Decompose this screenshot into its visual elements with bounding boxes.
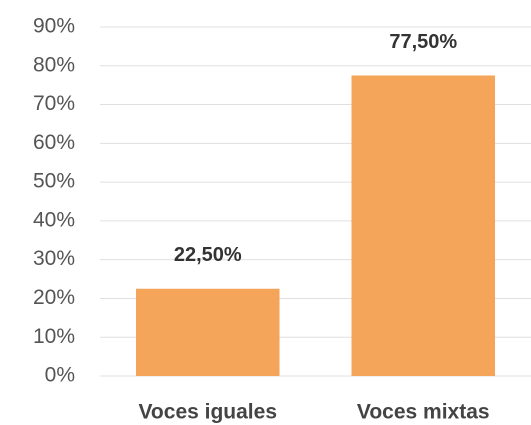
- y-tick-label: 0%: [45, 364, 75, 387]
- y-tick-label: 30%: [33, 247, 75, 270]
- data-label: 77,50%: [389, 31, 457, 53]
- y-tick-label: 50%: [33, 170, 75, 193]
- bar: [351, 75, 496, 376]
- data-label: 22,50%: [174, 244, 242, 266]
- y-tick-label: 20%: [33, 286, 75, 309]
- y-tick-label: 80%: [33, 53, 75, 76]
- y-tick-label: 70%: [33, 92, 75, 115]
- x-tick-label: Voces iguales: [138, 401, 277, 424]
- x-tick-label: Voces mixtas: [357, 401, 490, 424]
- y-tick-label: 10%: [33, 325, 75, 348]
- y-tick-label: 90%: [33, 15, 75, 38]
- y-tick-label: 60%: [33, 131, 75, 154]
- y-tick-label: 40%: [33, 208, 75, 231]
- bar: [135, 288, 280, 376]
